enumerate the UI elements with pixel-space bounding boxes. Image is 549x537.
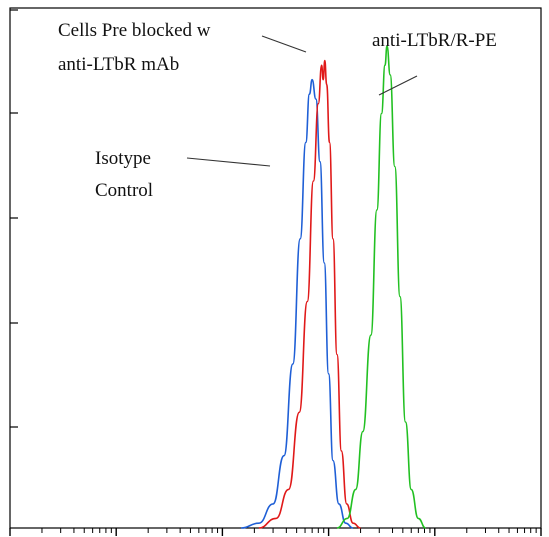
histogram-series-0 [241,78,354,529]
histogram-series-2 [336,45,426,529]
annotation-anti-ltbr-pe: anti-LTbR/R-PE [372,30,497,51]
histogram-series-1 [258,59,361,529]
annotations: Cells Pre blocked w anti-LTbR mAb anti-L… [58,20,497,201]
plot-frame [9,7,542,529]
annotation-prebocked-line-1: Cells Pre blocked w [58,20,211,41]
annotation-isotype-leader [186,157,271,167]
annotation-prebocked-leader [261,35,307,53]
annotation-isotype-line-1: Isotype [95,148,151,169]
annotation-anti-ltbr-pe-leader [378,75,418,96]
annotation-isotype-line-2: Control [95,180,153,201]
series-layer [241,45,426,529]
axes [9,7,542,536]
annotation-prebocked-line-2: anti-LTbR mAb [58,54,179,75]
